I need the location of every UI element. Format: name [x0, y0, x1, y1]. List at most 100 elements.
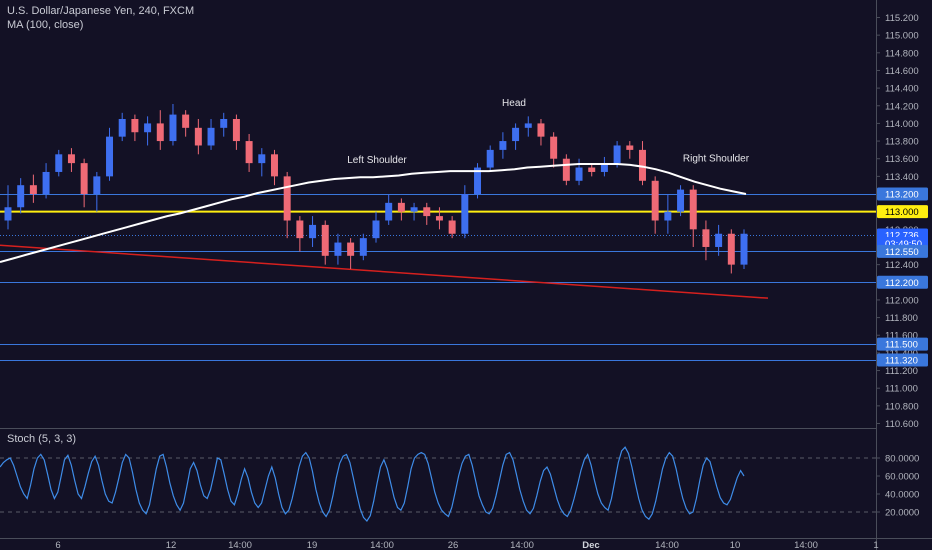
- candle-body: [461, 194, 469, 234]
- candle-body: [588, 167, 596, 172]
- candle-body: [600, 163, 608, 172]
- price-tick-label: 112.000: [885, 295, 919, 306]
- candle-body: [435, 216, 443, 221]
- price-tick-label: 110.600: [885, 419, 919, 430]
- price-level-label-box: [877, 275, 928, 289]
- time-axis[interactable]: 6 12 14:00 19 14:00 26 14:00 Dec 14:00 10 14:00 1: [55, 540, 878, 550]
- chart-annotation: Left Shoulder: [347, 155, 407, 166]
- time-tick-label: 12: [166, 540, 177, 550]
- candle-body: [410, 207, 418, 212]
- candle-body: [283, 176, 291, 221]
- time-tick-label: Dec: [582, 540, 599, 550]
- stochastic-pane: 80.0000 60.0000 40.0000 20.0000: [0, 446, 919, 522]
- candle-body: [524, 123, 532, 128]
- stoch-tick-label: 60.0000: [885, 472, 919, 483]
- candle-body: [194, 127, 202, 146]
- candle-body: [448, 220, 456, 234]
- price-tick-label: 115.000: [885, 31, 919, 42]
- price-tick-label: 114.400: [885, 84, 919, 95]
- candles-layer[interactable]: [4, 103, 748, 274]
- candle-body: [626, 145, 634, 150]
- price-level-label: 111.320: [885, 355, 918, 366]
- price-level-label-box: [877, 187, 928, 201]
- time-tick-label: 14:00: [794, 540, 818, 550]
- candle-body: [537, 123, 545, 137]
- stoch-tick-label: 40.0000: [885, 490, 919, 501]
- chart-annotation: Right Shoulder: [683, 153, 750, 164]
- price-level-label: 112.200: [885, 278, 919, 289]
- candle-body: [347, 242, 355, 256]
- countdown-timer-label: 03:49:50: [885, 239, 922, 250]
- price-level-label: 111.500: [885, 340, 918, 351]
- stoch-tick-label: 80.0000: [885, 454, 919, 465]
- chart-annotation: Head: [502, 98, 526, 109]
- price-tick-label: 111.800: [885, 313, 918, 324]
- price-tick-label: 114.600: [885, 66, 919, 77]
- candle-body: [258, 154, 266, 164]
- candle-body: [29, 185, 37, 195]
- price-tick-label: 111.600: [885, 331, 918, 342]
- candle-body: [651, 180, 659, 221]
- candle-body: [423, 207, 431, 217]
- price-tick-label: 113.400: [885, 172, 919, 183]
- candle-body: [309, 224, 317, 239]
- time-tick-label: 14:00: [228, 540, 252, 550]
- moving-average-line: [0, 163, 747, 263]
- candle-body: [334, 242, 342, 256]
- candle-body: [702, 229, 710, 247]
- price-tick-label: 110.800: [885, 401, 919, 412]
- candle-body: [55, 154, 63, 172]
- price-tick-label: 112.400: [885, 260, 919, 271]
- candle-body: [385, 202, 393, 221]
- candle-body: [296, 220, 304, 239]
- candle-body: [638, 149, 646, 181]
- price-axis[interactable]: 115.200 115.000 114.800 114.600 114.400 114.2…: [876, 13, 919, 430]
- candle-body: [664, 211, 672, 221]
- trendline-layer: [0, 244, 769, 299]
- price-level-label-box: [877, 337, 928, 351]
- candle-body: [270, 154, 278, 177]
- moving-average-layer: [0, 163, 747, 263]
- candle-body: [512, 127, 520, 142]
- candle-body: [613, 145, 621, 164]
- candle-body: [169, 114, 177, 142]
- candle-body: [106, 136, 114, 177]
- candle-body: [474, 167, 482, 195]
- candle-body: [232, 119, 240, 142]
- candle-body: [499, 141, 507, 150]
- time-tick-label: 6: [55, 540, 60, 550]
- candle-body: [321, 224, 329, 256]
- trendline: [0, 244, 769, 299]
- chart-title: U.S. Dollar/Japanese Yen, 240, FXCM: [7, 5, 195, 17]
- candle-body: [550, 136, 558, 159]
- price-level-label: 113.200: [885, 190, 919, 201]
- candle-body: [575, 167, 583, 181]
- candle-body: [131, 119, 139, 133]
- stoch-tick-label: 20.0000: [885, 508, 919, 519]
- candle-body: [220, 119, 228, 128]
- candle-body: [93, 176, 101, 195]
- candle-body: [677, 189, 685, 212]
- candle-body: [245, 141, 253, 164]
- candle-body: [144, 123, 152, 133]
- candle-body: [372, 220, 380, 239]
- candle-body: [42, 171, 50, 195]
- price-level-label: 112.550: [885, 247, 919, 258]
- price-tick-label: 113.600: [885, 154, 919, 165]
- price-tick-label: 114.800: [885, 48, 919, 59]
- price-tick-label: 114.000: [885, 119, 919, 130]
- candle-body: [182, 114, 190, 128]
- candle-body: [397, 202, 405, 212]
- stoch-indicator-label: Stoch (5, 3, 3): [7, 433, 77, 445]
- candle-body: [207, 127, 215, 146]
- ma-indicator-label: MA (100, close): [7, 19, 84, 31]
- candle-body: [715, 233, 723, 247]
- candle-body: [740, 233, 748, 265]
- annotations: Left Shoulder Head Right Shoulder: [347, 98, 749, 166]
- candle-body: [689, 189, 697, 230]
- candle-body: [562, 158, 570, 181]
- price-level-label-box: [877, 244, 928, 258]
- candle-body: [359, 238, 367, 256]
